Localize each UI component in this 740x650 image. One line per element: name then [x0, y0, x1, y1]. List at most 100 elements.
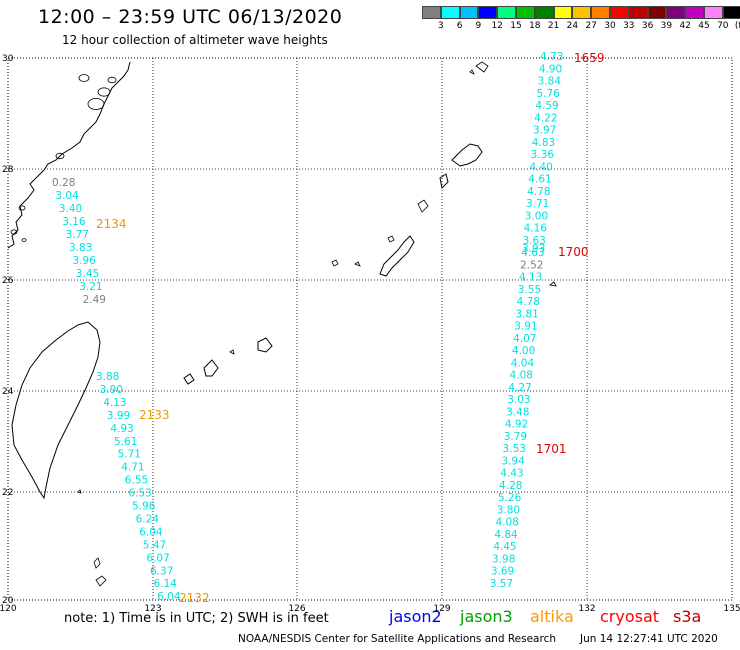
island	[55, 152, 65, 160]
wave-height-label: 4.78	[527, 186, 550, 198]
wave-height-label: 4.13	[519, 272, 542, 284]
wave-height-label: 5.61	[114, 436, 137, 448]
wave-height-label: 3.69	[491, 566, 514, 578]
island	[417, 199, 429, 213]
lat-tick-label: 26	[2, 276, 14, 286]
wave-height-label: 4.73	[540, 51, 563, 63]
island-yakushima	[451, 143, 483, 167]
legend-label: 27	[585, 21, 597, 31]
legend-swatch	[497, 6, 516, 19]
wave-height-label: 3.91	[514, 321, 537, 333]
wave-height-label: 4.61	[528, 174, 551, 186]
wave-height-label: 6.55	[125, 475, 148, 487]
legend-label: 21	[547, 21, 560, 31]
lon-tick-label: 120	[0, 604, 17, 614]
wave-height-label: 5.26	[498, 492, 522, 504]
island-daito	[549, 281, 557, 287]
wave-height-label: 3.84	[538, 76, 562, 88]
island	[97, 87, 111, 97]
wave-height-label: 4.83	[532, 137, 555, 149]
legend-swatch	[628, 6, 648, 19]
legend-label: 39	[660, 21, 673, 31]
island	[387, 235, 395, 243]
wave-height-label: 3.77	[66, 229, 89, 241]
island	[354, 261, 361, 267]
lat-tick-label: 28	[2, 165, 14, 175]
track-time-label: 1659	[574, 51, 605, 65]
wave-height-label: 4.40	[529, 161, 552, 173]
wave-height-label: 3.55	[518, 284, 541, 296]
island-miyako	[257, 337, 273, 353]
legend-swatch	[534, 6, 554, 19]
wave-height-label: 3.57	[490, 578, 513, 590]
legend-swatch	[703, 6, 723, 19]
lat-tick-label: 22	[2, 488, 13, 498]
track-time-label: 2134	[96, 217, 127, 231]
legend-label: 9	[475, 21, 482, 31]
wave-height-label: 3.48	[506, 406, 529, 418]
island	[107, 76, 117, 84]
wave-height-label: 4.08	[510, 370, 533, 382]
legend-jason2: jason2	[389, 607, 442, 626]
legend-label: 30	[604, 21, 616, 31]
legend-swatch	[478, 6, 498, 19]
legend-s3a: s3a	[673, 607, 702, 626]
legend-label: 12	[491, 21, 503, 31]
lon-tick-label: 123	[144, 604, 161, 614]
lon-tick-label: 129	[433, 604, 450, 614]
lat-tick-label: 20	[2, 596, 14, 606]
wave-height-label: 6.07	[146, 552, 169, 564]
wave-height-label: 3.94	[501, 455, 525, 467]
wave-height-label: 2.52	[520, 259, 543, 271]
island	[77, 489, 82, 494]
island	[469, 69, 475, 75]
wave-height-label: 3.99	[107, 410, 130, 422]
wave-height-label: 6.14	[154, 578, 178, 590]
wave-height-label: 4.04	[511, 357, 535, 369]
wave-height-label: 3.04	[55, 190, 79, 202]
legend-label: 42	[679, 21, 691, 31]
wave-height-label: 3.83	[69, 242, 92, 254]
legend-swatch	[553, 6, 573, 19]
island	[18, 205, 26, 211]
legend-swatch	[459, 6, 479, 19]
track-time-label: 1700	[558, 245, 589, 259]
wave-height-label: 4.71	[121, 462, 144, 474]
legend-label: 24	[566, 21, 579, 31]
island	[229, 349, 235, 355]
wave-height-label: 4.84	[494, 529, 518, 541]
legend-label: 15	[510, 21, 522, 31]
wave-height-label: 2.49	[83, 294, 106, 306]
wave-height-label: 3.71	[526, 198, 549, 210]
wave-height-label: 4.16	[524, 223, 548, 235]
wave-height-label: 6.24	[136, 513, 160, 525]
lon-tick-label: 135	[723, 604, 740, 614]
island	[10, 229, 18, 235]
wave-height-label: 5.76	[536, 88, 560, 100]
wave-height-label: 6.53	[128, 488, 151, 500]
map-title: 12:00 – 23:59 UTC 06/13/2020	[38, 6, 343, 28]
wave-height-label: 4.00	[512, 345, 535, 357]
legend-label: (ft)	[734, 21, 740, 31]
legend-swatch	[440, 6, 460, 19]
island	[331, 259, 339, 267]
wave-height-label: 4.90	[539, 63, 562, 75]
wave-height-label: 3.40	[59, 203, 82, 215]
wave-height-label: 3.79	[504, 431, 527, 443]
legend-label: 18	[529, 21, 541, 31]
legend-altika: altika	[530, 607, 574, 626]
timestamp: Jun 14 12:27:41 UTC 2020	[580, 633, 718, 645]
wave-height-label: 3.98	[492, 553, 515, 565]
wave-height-label: 4.22	[534, 112, 557, 124]
wave-height-label: 3.97	[533, 125, 556, 137]
wave-height-label: 4.93	[110, 423, 133, 435]
legend-label: 3	[437, 21, 444, 31]
wave-height-label: 3.88	[96, 371, 119, 383]
island-lanyu	[93, 557, 101, 569]
wave-height-label: 4.63	[521, 247, 544, 259]
island	[475, 61, 489, 73]
wave-height-label: 5.47	[143, 539, 166, 551]
island-iriomote	[183, 373, 195, 385]
track-time-label: 1701	[536, 442, 567, 456]
